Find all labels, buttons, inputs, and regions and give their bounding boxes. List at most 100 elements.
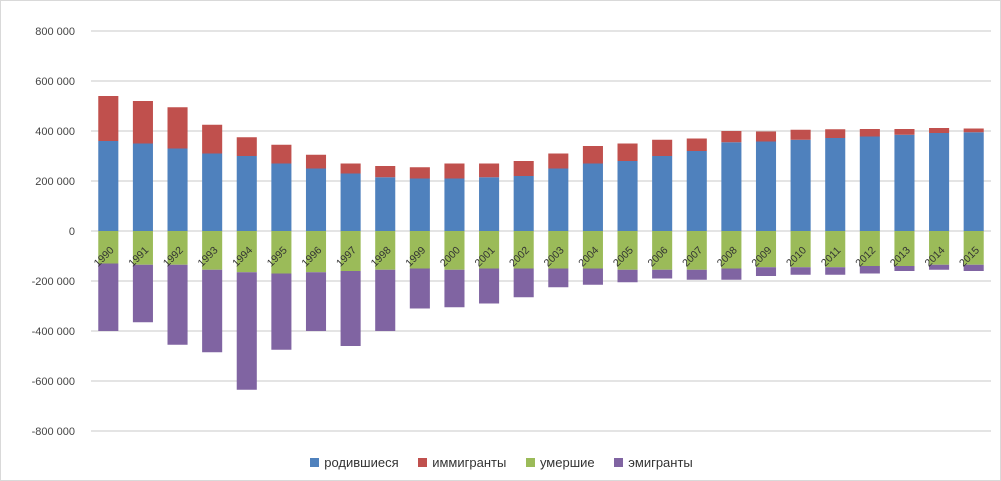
- bar-segment: [686, 138, 707, 151]
- bar-segment: [790, 139, 811, 231]
- y-tick-label: 400 000: [35, 126, 75, 138]
- bar-segment: [755, 141, 777, 231]
- legend-item-emigrants: эмигранты: [614, 455, 693, 470]
- bar-segment: [167, 231, 188, 265]
- bar-segment: [305, 231, 327, 273]
- bar-segment: [582, 146, 603, 164]
- bar-segment: [894, 129, 915, 135]
- bar-segment: [444, 231, 465, 270]
- bar-segment: [271, 163, 292, 231]
- bar-segment: [132, 101, 153, 144]
- bar-segment: [617, 269, 638, 283]
- bar-segment: [894, 231, 915, 266]
- bar-segment: [202, 124, 223, 154]
- legend-item-deaths: умершие: [525, 455, 595, 470]
- legend-swatch-emigrants: [614, 458, 624, 467]
- bar-segment: [721, 231, 742, 269]
- bar-segment: [617, 231, 638, 270]
- bar-segment: [202, 269, 223, 353]
- bar-segment: [721, 268, 742, 280]
- bar-segment: [479, 177, 500, 231]
- bar-segment: [929, 128, 950, 133]
- bar-segment: [132, 231, 153, 265]
- bar-segment: [721, 131, 742, 143]
- bar-segment: [548, 268, 569, 288]
- bar-segment: [167, 148, 188, 231]
- bar-segment: [963, 132, 984, 231]
- y-tick-label: -200 000: [32, 276, 75, 288]
- bar-segment: [582, 231, 603, 269]
- bar-segment: [167, 107, 188, 149]
- bar-segment: [825, 267, 846, 275]
- legend-swatch-births: [310, 458, 320, 467]
- stacked-bar-chart: 800 000 600 000 400 000 200 000 0 -200 000 -40…: [32, 26, 991, 438]
- y-tick-label: 200 000: [35, 176, 75, 188]
- bar-segment: [929, 133, 950, 231]
- bar-segment: [755, 231, 777, 268]
- bar-segment: [271, 144, 292, 164]
- bar-segment: [444, 269, 465, 308]
- bar-segment: [686, 151, 707, 231]
- bar-segment: [548, 168, 569, 231]
- bar-segment: [582, 163, 603, 231]
- bar-segment: [513, 268, 534, 298]
- bar-segment: [236, 272, 257, 390]
- bar-segment: [271, 273, 292, 350]
- bar-segment: [98, 263, 119, 331]
- bar-segment: [98, 231, 119, 264]
- bar-segment: [375, 166, 396, 178]
- bar-segment: [305, 168, 327, 231]
- bar-segment: [340, 231, 361, 271]
- bar-segment: [548, 153, 569, 169]
- bar-segment: [894, 134, 915, 231]
- legend-label-emigrants: эмигранты: [628, 455, 693, 470]
- bar-segment: [513, 161, 534, 176]
- bar-segment: [202, 231, 223, 270]
- bar-segment: [963, 128, 984, 133]
- legend-label-births: родившиеся: [324, 455, 399, 470]
- bar-segment: [444, 178, 465, 231]
- bar-segment: [929, 264, 950, 270]
- bar-segment: [652, 139, 673, 156]
- bar-segment: [617, 143, 638, 161]
- bar-segment: [686, 231, 707, 270]
- bar-segment: [686, 269, 707, 280]
- y-tick-label: -600 000: [32, 376, 75, 388]
- bar-segment: [236, 156, 257, 231]
- bar-segment: [167, 264, 188, 345]
- legend-swatch-immigrants: [418, 458, 428, 467]
- bar-segment: [963, 264, 984, 271]
- bar-segment: [929, 231, 950, 265]
- bar-segment: [305, 272, 327, 331]
- bar-segment: [721, 142, 742, 231]
- bar-segment: [132, 143, 153, 231]
- legend-swatch-deaths: [525, 458, 535, 467]
- bar-segment: [963, 231, 984, 265]
- bar-segment: [375, 231, 396, 270]
- bar-segment: [271, 231, 292, 274]
- bar-segment: [409, 167, 430, 179]
- bar-segment: [859, 266, 880, 274]
- bar-segment: [236, 137, 257, 156]
- bar-segment: [375, 177, 396, 231]
- bar-segment: [825, 231, 846, 268]
- bar-segment: [825, 129, 846, 138]
- bar-segment: [548, 231, 569, 269]
- legend-label-immigrants: иммигранты: [432, 455, 507, 470]
- bar-segment: [340, 271, 361, 346]
- bar-segment: [479, 231, 500, 269]
- bar-segment: [652, 269, 673, 279]
- legend-item-immigrants: иммигранты: [418, 455, 506, 470]
- bar-segment: [825, 138, 846, 231]
- legend: родившиеся иммигранты умершие эмигранты: [1, 455, 1001, 470]
- bar-segment: [755, 131, 777, 142]
- bar-segment: [617, 161, 638, 231]
- bar-segment: [894, 266, 915, 271]
- bar-segment: [132, 264, 153, 323]
- bar-segment: [409, 178, 430, 231]
- bar-segment: [375, 269, 396, 331]
- bar-segment: [340, 173, 361, 231]
- bar-segment: [652, 231, 673, 270]
- bar-segment: [409, 268, 430, 309]
